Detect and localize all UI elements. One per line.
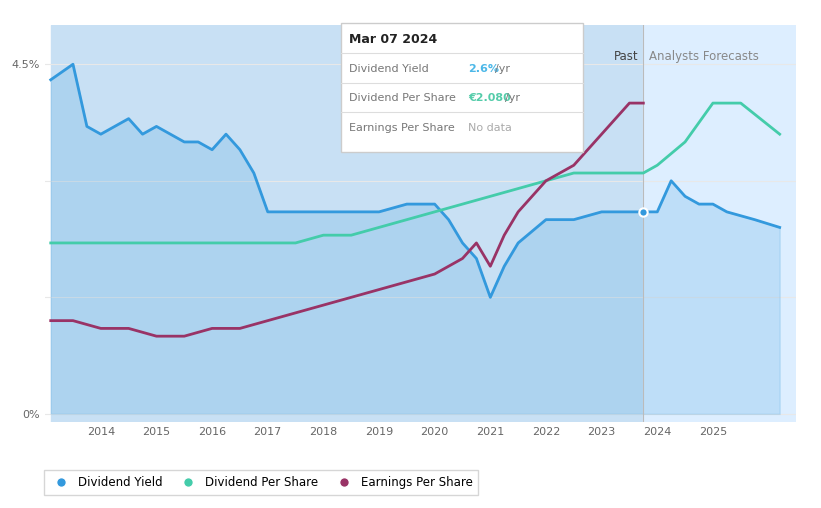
Text: /yr: /yr: [495, 64, 510, 74]
Text: Dividend Per Share: Dividend Per Share: [349, 93, 456, 103]
Legend: Dividend Yield, Dividend Per Share, Earnings Per Share: Dividend Yield, Dividend Per Share, Earn…: [44, 470, 479, 495]
Text: 2.6%: 2.6%: [468, 64, 499, 74]
Text: Past: Past: [614, 50, 639, 62]
Text: Dividend Yield: Dividend Yield: [349, 64, 429, 74]
Text: /yr: /yr: [505, 93, 520, 103]
Text: Earnings Per Share: Earnings Per Share: [349, 122, 455, 133]
Bar: [644, 25, 796, 422]
Text: Mar 07 2024: Mar 07 2024: [349, 33, 437, 46]
Text: Analysts Forecasts: Analysts Forecasts: [649, 50, 759, 62]
Text: No data: No data: [468, 122, 511, 133]
Text: €2.080: €2.080: [468, 93, 511, 103]
Bar: [51, 25, 644, 422]
